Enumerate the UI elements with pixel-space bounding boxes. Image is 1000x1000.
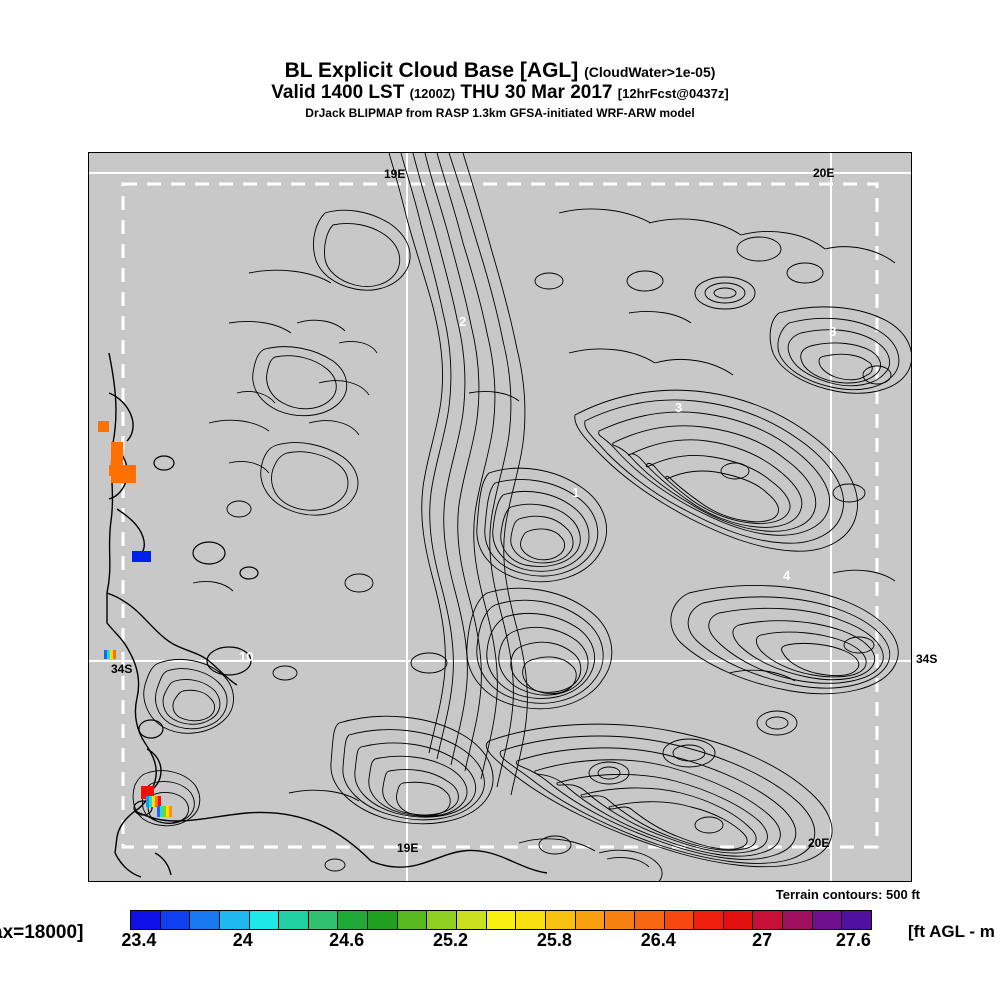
colorbar-swatch-22 <box>783 911 813 929</box>
title-zulu-time: (1200Z) <box>409 86 456 102</box>
colorbar-tick-2: 24.6 <box>329 930 365 950</box>
map-terrain-contours <box>89 153 911 881</box>
data-cell <box>104 650 107 659</box>
colorbar-swatch-8 <box>368 911 398 929</box>
data-cell <box>160 806 163 817</box>
colorbar-swatch-6 <box>308 911 339 929</box>
colorbar-tick-1: 24 <box>232 930 253 950</box>
colorbar-swatch-12 <box>486 911 517 929</box>
colorbar-swatch-2 <box>190 911 220 929</box>
grid-label-20e-top: 20E <box>813 166 835 180</box>
colorbar-swatch-16 <box>605 911 635 929</box>
data-cell <box>158 796 161 807</box>
colorbar-tick-7: 27.6 <box>835 930 871 950</box>
data-cell <box>157 806 160 817</box>
grid-label-19e-bottom: 19E <box>397 841 419 855</box>
domain-boundary <box>121 182 879 849</box>
colorbar-tick-labels: 23.4 24 24.6 25.2 25.8 26.4 27 27.6 <box>121 930 872 960</box>
colorbar-swatch-1 <box>160 911 191 929</box>
region-label-3: 3 <box>675 400 683 415</box>
title-date: THU 30 Mar 2017 <box>460 82 613 104</box>
colorbar-tick-3: 25.2 <box>433 930 469 950</box>
terrain-contour-lines <box>132 153 911 881</box>
data-cell <box>98 421 109 432</box>
data-cell <box>111 454 123 466</box>
title-valid-line: Valid 1400 LST (1200Z) THU 30 Mar 2017 [… <box>0 82 1000 104</box>
data-cell <box>141 786 154 799</box>
map-panel[interactable]: 19E 20E 19E 20E 34S 2 8 3 1 4 10 <box>88 152 912 882</box>
colorbar-swatch-18 <box>664 911 695 929</box>
colorbar-swatch-7 <box>338 911 369 929</box>
grid-label-20e-bottom: 20E <box>808 836 830 850</box>
colorbar-swatch-23 <box>812 911 843 929</box>
region-label-10: 10 <box>239 649 254 664</box>
colorbar-tick-6: 27 <box>752 930 773 950</box>
colorbar-swatch-4 <box>249 911 280 929</box>
title-forecast-stamp: [12hrFcst@0437z] <box>617 86 729 102</box>
data-cell <box>146 796 149 807</box>
colorbar-swatch-10 <box>427 911 458 929</box>
data-cell <box>113 650 116 659</box>
colorbar-swatch-15 <box>575 911 606 929</box>
data-cell <box>110 650 113 659</box>
data-cell <box>132 551 151 562</box>
colorbar-swatch-19 <box>694 911 724 929</box>
colorbar-swatch-17 <box>634 911 665 929</box>
title-main: BL Explicit Cloud Base [AGL] <box>284 59 579 82</box>
terrain-contour-note: Terrain contours: 500 ft <box>775 887 920 902</box>
data-cell <box>163 806 166 817</box>
data-cell <box>169 806 172 817</box>
data-cell <box>149 796 152 807</box>
colorbar-swatch-11 <box>457 911 487 929</box>
title-model-source: DrJack BLIPMAP from RASP 1.3km GFSA-init… <box>305 105 695 120</box>
grid-label-19e-top: 19E <box>384 167 406 181</box>
colorbar-gradient[interactable] <box>130 910 872 930</box>
colorbar-swatch-13 <box>516 911 546 929</box>
data-cell <box>109 465 119 476</box>
title-block: BL Explicit Cloud Base [AGL] (CloudWater… <box>0 59 1000 122</box>
data-cell <box>111 472 136 483</box>
colorbar-tick-5: 26.4 <box>640 930 676 950</box>
colorbar-max-label: ax=18000] <box>0 922 84 943</box>
region-label-8: 8 <box>829 324 837 339</box>
data-cell <box>155 796 158 807</box>
colorbar-swatch-14 <box>545 911 576 929</box>
page-title: BL Explicit Cloud Base [AGL] (CloudWater… <box>0 59 1000 82</box>
region-label-2: 2 <box>459 314 467 329</box>
colorbar-swatch-5 <box>279 911 309 929</box>
colorbar-swatch-9 <box>397 911 428 929</box>
inland-water-features <box>133 455 259 816</box>
colorbar-legend: ax=18000] 23.4 24 24.6 25.2 25.8 26.4 27 27.6 [… <box>0 910 1000 970</box>
colorbar-swatch-24 <box>842 911 872 929</box>
grid-label-34s-right: 34S <box>916 652 938 666</box>
title-valid-time: Valid 1400 LST <box>271 82 405 104</box>
title-qualifier: (CloudWater>1e-05) <box>584 64 716 80</box>
colorbar-tick-4: 25.8 <box>536 930 572 950</box>
region-label-1: 1 <box>572 485 580 500</box>
region-label-4: 4 <box>783 568 791 583</box>
colorbar-swatch-3 <box>219 911 250 929</box>
colorbar-swatch-21 <box>753 911 784 929</box>
colorbar-swatch-0 <box>131 911 161 929</box>
grid-label-34s-left: 34S <box>111 662 133 676</box>
colorbar-units-label: [ft AGL - m <box>908 922 995 941</box>
coastline <box>106 352 548 878</box>
colorbar-tick-0: 23.4 <box>121 930 157 950</box>
data-cell <box>107 650 110 659</box>
data-cell <box>152 796 155 807</box>
data-cell <box>166 806 169 817</box>
colorbar-swatch-20 <box>723 911 754 929</box>
data-cell <box>111 442 123 454</box>
